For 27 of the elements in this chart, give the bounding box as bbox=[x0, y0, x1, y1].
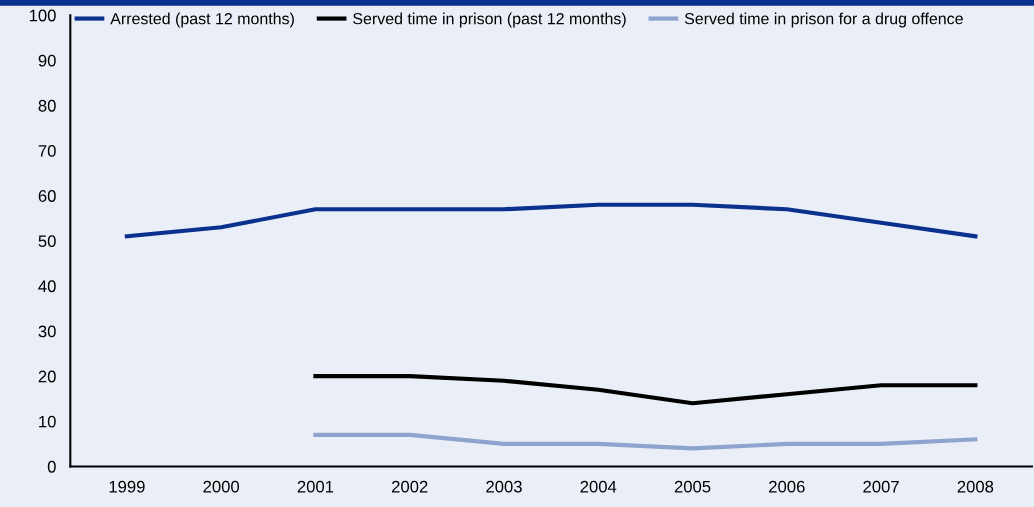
y-tick-label: 10 bbox=[39, 415, 56, 428]
y-tick-label: 90 bbox=[38, 54, 56, 67]
y-tick-label: 20 bbox=[38, 370, 56, 383]
x-tick-label: 2005 bbox=[674, 480, 711, 493]
x-tick-label: 2002 bbox=[392, 480, 428, 493]
x-tick-label: 2003 bbox=[486, 480, 522, 493]
legend-label: Arrested (past 12 months) bbox=[110, 12, 294, 28]
legend-label: Served time in prison (past 12 months) bbox=[353, 12, 626, 28]
x-tick-label: 2008 bbox=[957, 480, 994, 493]
y-tick-label: 100 bbox=[29, 9, 56, 22]
y-tick-label: 70 bbox=[38, 144, 56, 157]
line-series bbox=[313, 374, 978, 406]
x-tick-label: 2007 bbox=[863, 480, 899, 493]
line-series bbox=[124, 202, 978, 239]
y-tick-label: 0 bbox=[47, 460, 56, 473]
y-tick-label: 60 bbox=[38, 190, 56, 202]
x-tick-label: 2006 bbox=[769, 480, 805, 493]
legend-label: Served time in prison for a drug offence bbox=[684, 12, 963, 28]
y-tick-label: 80 bbox=[38, 99, 56, 112]
x-tick-label: 2001 bbox=[297, 480, 334, 493]
x-tick-label: 1999 bbox=[109, 480, 145, 493]
x-tick-label: 2004 bbox=[580, 480, 617, 493]
y-tick-label: 50 bbox=[38, 235, 56, 248]
y-tick-label: 40 bbox=[38, 280, 56, 293]
line-series bbox=[313, 432, 978, 451]
y-tick-label: 30 bbox=[38, 325, 56, 338]
x-tick-label: 2000 bbox=[203, 480, 240, 493]
